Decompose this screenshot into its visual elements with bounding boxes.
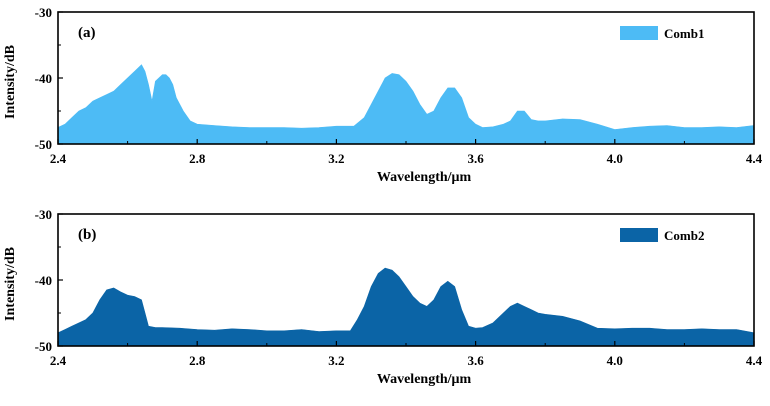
x-axis-title-b: Wavelength/μm [377,372,472,387]
x-tick-label-a-0: 2.4 [50,151,67,166]
y-tick-label-a-0: -30 [35,5,52,20]
x-tick-label-b-3: 3.6 [467,353,484,368]
x-tick-label-a-5: 4.4 [746,151,763,166]
x-tick-label-a-4: 4.0 [607,151,623,166]
series-area-b-0 [57,267,755,347]
y-tick-label-a-1: -40 [35,71,52,86]
y-axis-title-a: Intensity/dB [3,45,18,119]
x-tick-label-b-5: 4.4 [746,353,763,368]
x-tick-label-b-0: 2.4 [50,353,67,368]
panel-b: 2.4 2.8 3.2 3.6 4.0 4.4 -30 -40 -50 Wavelength/μm… [3,207,763,387]
legend-label-b-0: Comb2 [664,228,704,243]
panel-a: 2.4 2.8 3.2 3.6 4.0 4.4 -30 -40 -50 Wavelength/μm… [3,5,763,185]
legend-label-a-0: Comb1 [664,26,704,41]
x-tick-label-b-1: 2.8 [189,353,206,368]
y-tick-label-b-2: -50 [35,339,52,354]
y-axis-title-b: Intensity/dB [3,247,18,321]
legend-swatch-a-0 [620,26,658,40]
y-tick-label-b-1: -40 [35,273,52,288]
x-tick-label-b-4: 4.0 [607,353,623,368]
x-axis-title-a: Wavelength/μm [377,170,472,185]
y-tick-label-a-2: -50 [35,137,52,152]
panel-label-b: (b) [78,227,96,243]
series-area-a-0 [57,64,755,145]
legend-swatch-b-0 [620,228,658,242]
x-tick-label-a-1: 2.8 [189,151,206,166]
x-tick-label-a-3: 3.6 [467,151,484,166]
x-tick-label-b-2: 3.2 [328,353,344,368]
panel-label-a: (a) [78,25,96,41]
y-tick-label-b-0: -30 [35,207,52,222]
x-tick-label-a-2: 3.2 [328,151,344,166]
